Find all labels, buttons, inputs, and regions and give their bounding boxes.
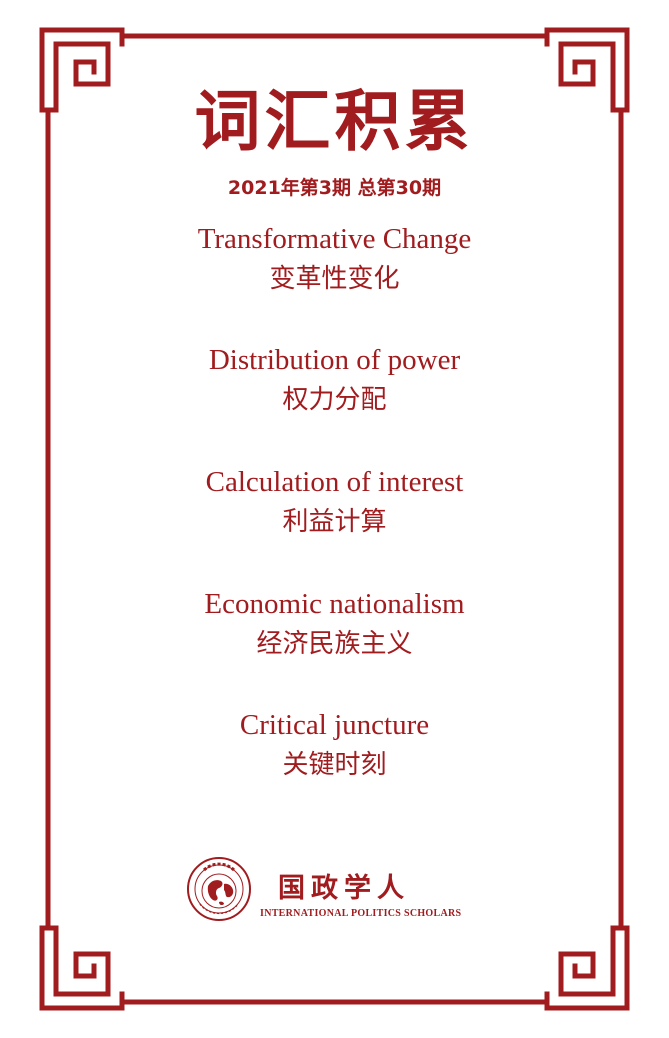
term-chinese: 关键时刻: [0, 747, 669, 783]
term-item: Critical juncture 关键时刻: [0, 707, 669, 783]
term-item: Transformative Change 变革性变化: [0, 221, 669, 297]
logo-chinese-name: 国政学人: [278, 866, 410, 905]
term-english: Critical juncture: [0, 707, 669, 743]
term-chinese: 权力分配: [0, 382, 669, 418]
term-chinese: 经济民族主义: [0, 626, 669, 662]
term-chinese: 利益计算: [0, 504, 669, 540]
corner-ornament-bottom-left: [42, 928, 122, 1008]
term-english: Transformative Change: [0, 221, 669, 257]
term-chinese: 变革性变化: [0, 261, 669, 297]
term-item: Distribution of power 权力分配: [0, 342, 669, 418]
term-item: Calculation of interest 利益计算: [0, 464, 669, 540]
term-item: Economic nationalism 经济民族主义: [0, 586, 669, 662]
brand-logo: 国政学人 INTERNATIONAL POLITICS SCHOLARS: [186, 856, 486, 926]
globe-seal-icon: [186, 856, 252, 922]
term-english: Calculation of interest: [0, 464, 669, 500]
term-english: Economic nationalism: [0, 586, 669, 622]
corner-ornament-bottom-right: [547, 928, 627, 1008]
term-english: Distribution of power: [0, 342, 669, 378]
issue-number: 2021年第3期 总第30期: [0, 173, 669, 200]
page-title: 词汇积累: [0, 68, 669, 164]
logo-english-name: INTERNATIONAL POLITICS SCHOLARS: [260, 908, 461, 919]
